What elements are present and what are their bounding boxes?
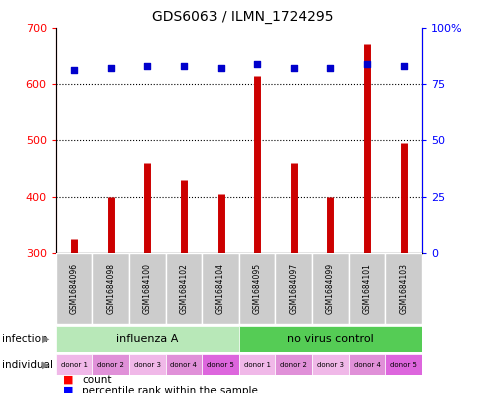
Point	[216, 65, 224, 71]
Bar	[348, 253, 384, 324]
Point	[106, 65, 114, 71]
Point	[70, 67, 78, 73]
Bar	[166, 253, 202, 324]
Point	[363, 61, 370, 67]
Text: influenza A: influenza A	[116, 334, 178, 344]
Bar	[239, 253, 275, 324]
Bar	[92, 253, 129, 324]
Bar	[275, 253, 312, 324]
Text: GSM1684101: GSM1684101	[362, 263, 371, 314]
Text: ▶: ▶	[42, 360, 50, 369]
Text: GDS6063 / ILMN_1724295: GDS6063 / ILMN_1724295	[151, 10, 333, 24]
Text: donor 4: donor 4	[170, 362, 197, 367]
Text: GSM1684098: GSM1684098	[106, 263, 115, 314]
Point	[180, 63, 187, 69]
Bar	[312, 354, 348, 375]
Bar	[202, 354, 239, 375]
Bar	[56, 253, 92, 324]
Text: ▶: ▶	[42, 334, 50, 344]
Text: count: count	[82, 375, 112, 385]
Text: GSM1684097: GSM1684097	[288, 263, 298, 314]
Bar	[56, 354, 92, 375]
Text: donor 1: donor 1	[243, 362, 270, 367]
Bar	[129, 354, 166, 375]
Bar	[384, 253, 421, 324]
Bar	[239, 354, 275, 375]
Text: donor 1: donor 1	[60, 362, 88, 367]
Point	[289, 65, 297, 71]
Bar	[92, 354, 129, 375]
Text: GSM1684103: GSM1684103	[398, 263, 408, 314]
Text: ■: ■	[63, 375, 74, 385]
Text: donor 3: donor 3	[316, 362, 343, 367]
Text: donor 5: donor 5	[207, 362, 233, 367]
Text: GSM1684099: GSM1684099	[325, 263, 334, 314]
Bar	[56, 326, 239, 352]
Text: no virus control: no virus control	[287, 334, 373, 344]
Bar	[384, 354, 421, 375]
Bar	[312, 253, 348, 324]
Text: individual: individual	[2, 360, 53, 369]
Text: donor 2: donor 2	[280, 362, 306, 367]
Text: GSM1684096: GSM1684096	[69, 263, 78, 314]
Bar	[129, 253, 166, 324]
Bar	[239, 326, 421, 352]
Bar	[166, 354, 202, 375]
Point	[253, 61, 260, 67]
Point	[326, 65, 333, 71]
Bar	[348, 354, 384, 375]
Bar	[275, 354, 312, 375]
Text: GSM1684095: GSM1684095	[252, 263, 261, 314]
Point	[399, 63, 407, 69]
Text: ■: ■	[63, 386, 74, 393]
Bar	[202, 253, 239, 324]
Text: GSM1684102: GSM1684102	[179, 263, 188, 314]
Text: GSM1684104: GSM1684104	[215, 263, 225, 314]
Point	[143, 63, 151, 69]
Text: percentile rank within the sample: percentile rank within the sample	[82, 386, 258, 393]
Text: donor 5: donor 5	[390, 362, 416, 367]
Text: donor 2: donor 2	[97, 362, 124, 367]
Text: donor 4: donor 4	[353, 362, 379, 367]
Text: infection: infection	[2, 334, 48, 344]
Text: donor 3: donor 3	[134, 362, 161, 367]
Text: GSM1684100: GSM1684100	[142, 263, 151, 314]
